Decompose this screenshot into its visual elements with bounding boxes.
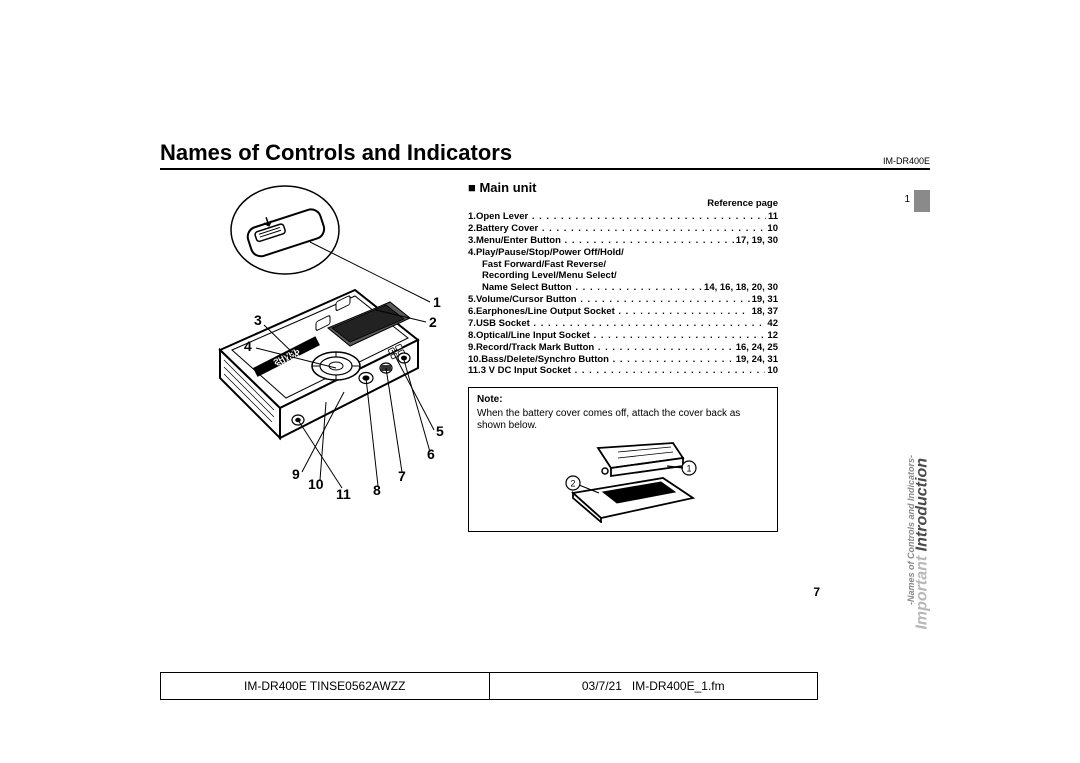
diagram-column: SHARP SHARP xyxy=(160,180,460,532)
title-bar: Names of Controls and Indicators IM-DR40… xyxy=(160,140,930,170)
callout-8: 8 xyxy=(373,482,381,498)
callout-2: 2 xyxy=(429,314,437,330)
callout-11: 11 xyxy=(336,486,351,502)
side-tab-marker xyxy=(914,190,930,212)
list-item: 4. Play/Pause/Stop/Power Off/Hold/ xyxy=(468,247,778,259)
list-item: 10. Bass/Delete/Synchro Button . . . . .… xyxy=(468,354,778,366)
note-box: Note: When the battery cover comes off, … xyxy=(468,387,778,532)
content-area: SHARP SHARP xyxy=(160,180,930,532)
note-diagram: 1 2 xyxy=(543,438,703,523)
list-item: Name Select Button . . . . . . . . . . .… xyxy=(468,282,778,294)
list-item: 8. Optical/Line Input Socket . . . . . .… xyxy=(468,330,778,342)
section-subhead: Main unit xyxy=(468,180,778,195)
controls-list: 1. Open Lever . . . . . . . . . . . . . … xyxy=(468,211,778,377)
side-tab: 1 Important Introduction -Names of Contr… xyxy=(898,160,930,420)
list-item: 2. Battery Cover . . . . . . . . . . . .… xyxy=(468,223,778,235)
device-illustration: SHARP SHARP xyxy=(160,180,450,490)
list-item: 5. Volume/Cursor Button . . . . . . . . … xyxy=(468,294,778,306)
list-item: 7. USB Socket . . . . . . . . . . . . . … xyxy=(468,318,778,330)
list-item: 1. Open Lever . . . . . . . . . . . . . … xyxy=(468,211,778,223)
callout-6: 6 xyxy=(427,446,435,462)
side-tab-number: 1 xyxy=(904,194,910,205)
note-callout-1: 1 xyxy=(686,464,691,474)
callout-10: 10 xyxy=(308,476,324,492)
callout-1: 1 xyxy=(433,294,441,310)
callout-7: 7 xyxy=(398,468,406,484)
list-item: 9. Record/Track Mark Button . . . . . . … xyxy=(468,342,778,354)
page-number: 7 xyxy=(813,585,820,599)
page-title: Names of Controls and Indicators xyxy=(160,140,512,166)
note-callout-2: 2 xyxy=(570,479,575,489)
callout-4: 4 xyxy=(244,338,252,354)
side-tab-subheading: -Names of Controls and Indicators- xyxy=(906,455,916,605)
list-item: 3. Menu/Enter Button . . . . . . . . . .… xyxy=(468,235,778,247)
footer-right: 03/7/21 IM-DR400E_1.fm xyxy=(490,673,818,699)
callout-5: 5 xyxy=(436,423,444,439)
callout-3: 3 xyxy=(254,312,262,328)
list-item: 6. Earphones/Line Output Socket . . . . … xyxy=(468,306,778,318)
callout-9: 9 xyxy=(292,466,300,482)
note-title: Note: xyxy=(477,394,769,405)
footer-left: IM-DR400E TINSE0562AWZZ xyxy=(161,673,490,699)
side-tab-heading: Important Introduction xyxy=(914,458,932,630)
footer: IM-DR400E TINSE0562AWZZ 03/7/21 IM-DR400… xyxy=(160,672,818,700)
reference-page-label: Reference page xyxy=(468,198,778,209)
text-column: Main unit Reference page 1. Open Lever .… xyxy=(468,180,778,532)
note-text: When the battery cover comes off, attach… xyxy=(477,408,769,432)
list-item: Recording Level/Menu Select/ xyxy=(468,270,778,282)
list-item: Fast Forward/Fast Reverse/ xyxy=(468,259,778,271)
list-item: 11. 3 V DC Input Socket . . . . . . . . … xyxy=(468,365,778,377)
manual-page: Names of Controls and Indicators IM-DR40… xyxy=(160,140,930,700)
